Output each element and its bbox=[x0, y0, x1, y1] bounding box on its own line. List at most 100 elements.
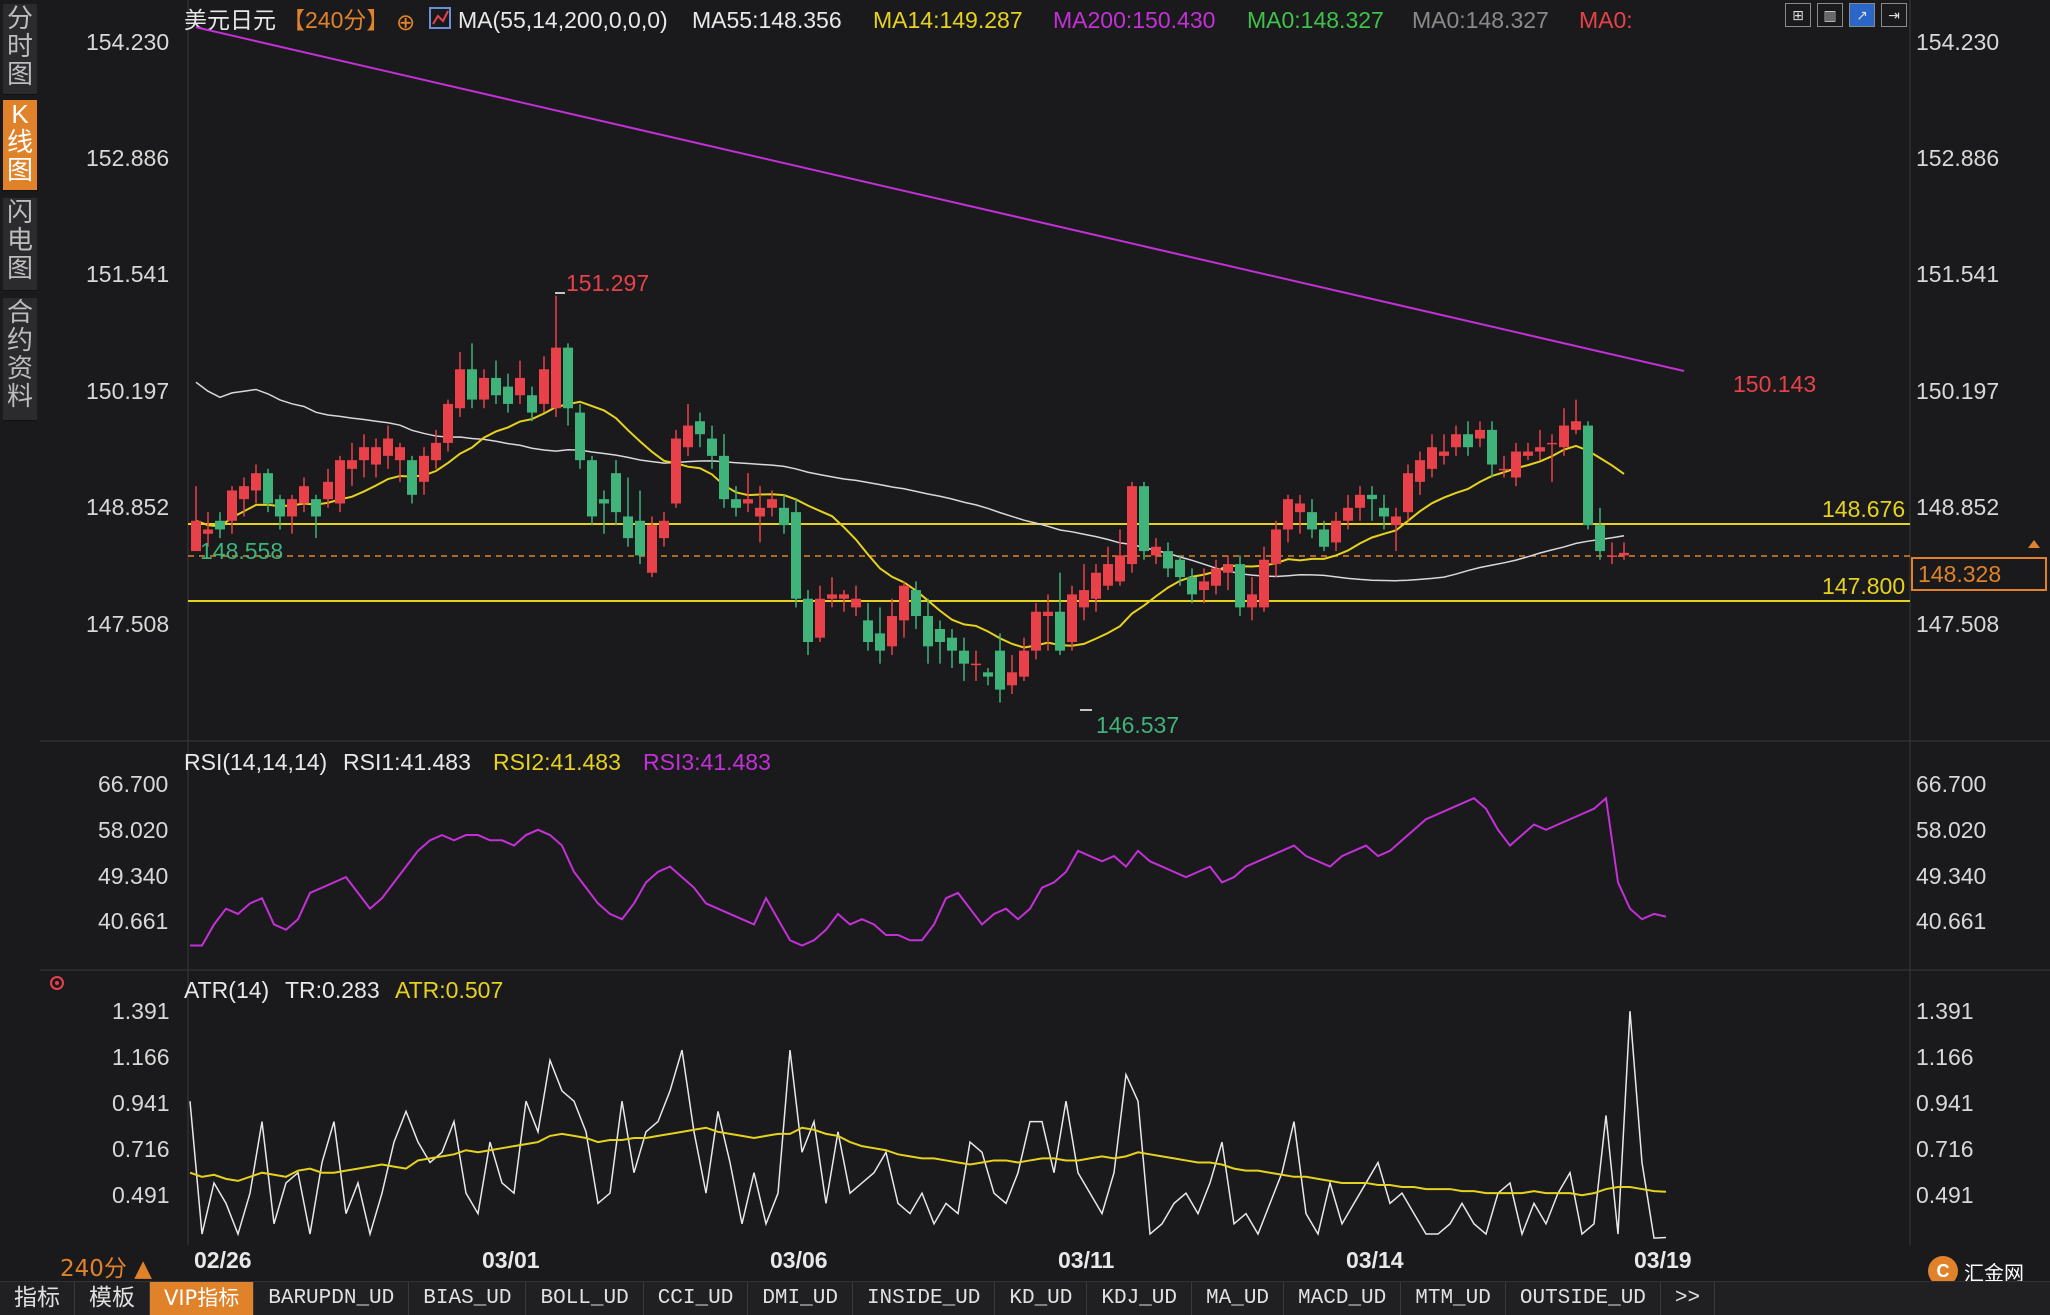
crosshair-icon[interactable]: ⊕ bbox=[396, 9, 415, 35]
candle-body bbox=[311, 499, 321, 517]
candle-body bbox=[1487, 429, 1497, 465]
candle-body bbox=[1451, 434, 1461, 448]
candle-body bbox=[1079, 590, 1089, 608]
ma-indicator-icon[interactable] bbox=[429, 7, 451, 29]
period-selector[interactable]: 240分 ▲ bbox=[60, 1256, 152, 1282]
candle-body bbox=[455, 369, 465, 409]
tab-mtm[interactable]: MTM_UD bbox=[1401, 1282, 1506, 1315]
candle-body bbox=[263, 473, 273, 504]
date-label: 03/01 bbox=[482, 1247, 540, 1273]
rsi-label: 66.700 bbox=[1916, 771, 1986, 797]
chart-canvas[interactable]: 美元日元 【240分】 ⊕ MA(55,14,200,0,0,0) MA55:1… bbox=[0, 0, 2050, 1280]
candle-body bbox=[1127, 486, 1137, 565]
candle-body bbox=[299, 486, 309, 504]
date-label: 03/14 bbox=[1346, 1247, 1404, 1273]
candle-body bbox=[203, 529, 213, 534]
candle-body bbox=[1151, 546, 1161, 556]
candle-body bbox=[851, 598, 861, 608]
tab-boll[interactable]: BOLL_UD bbox=[526, 1282, 644, 1315]
candle-body bbox=[1511, 451, 1521, 478]
candle-body bbox=[887, 616, 897, 647]
candle-body bbox=[899, 585, 909, 621]
candle-body bbox=[1499, 468, 1509, 471]
candle-body bbox=[1235, 564, 1245, 608]
candle-body bbox=[503, 386, 513, 404]
price-label: 147.508 bbox=[1916, 611, 1999, 637]
price-label: 148.852 bbox=[86, 494, 169, 520]
candle-body bbox=[1583, 425, 1593, 526]
tab-lightning-chart[interactable]: 闪电图 bbox=[3, 198, 37, 291]
atr-label: 0.941 bbox=[112, 1090, 170, 1116]
bar-chart-icon[interactable]: ▥ bbox=[1817, 3, 1843, 27]
candle-body bbox=[1463, 434, 1473, 448]
candle-body bbox=[971, 663, 981, 666]
tab-bias[interactable]: BIAS_UD bbox=[409, 1282, 527, 1315]
tab-dmi[interactable]: DMI_UD bbox=[748, 1282, 853, 1315]
candle-body bbox=[347, 460, 357, 469]
candle-body bbox=[995, 650, 1005, 690]
candle-body bbox=[1247, 594, 1257, 608]
tab-kdj[interactable]: KDJ_UD bbox=[1087, 1282, 1193, 1315]
candle-body bbox=[719, 455, 729, 500]
expand-icon[interactable]: ⇥ bbox=[1881, 3, 1907, 27]
rsi-label: 40.661 bbox=[1916, 908, 1986, 934]
price-label: 147.508 bbox=[86, 611, 169, 637]
left-level-label: 148.558 bbox=[200, 538, 283, 564]
tab-kd[interactable]: KD_UD bbox=[995, 1282, 1088, 1315]
tab-indicators[interactable]: 指标 bbox=[0, 1282, 75, 1315]
candle-body bbox=[635, 520, 645, 556]
rsi-axis-left: 66.700 58.020 49.340 40.661 bbox=[98, 771, 168, 934]
candle-body bbox=[875, 633, 885, 651]
line-chart-icon[interactable]: ↗ bbox=[1849, 3, 1875, 27]
atr-label: 1.391 bbox=[112, 998, 170, 1024]
period-label: 【240分】 bbox=[282, 7, 389, 33]
candle-body bbox=[1439, 451, 1449, 456]
candle-body bbox=[731, 499, 741, 508]
settings-gear-icon[interactable] bbox=[50, 976, 64, 990]
more-tabs-button[interactable]: >> bbox=[1661, 1282, 1716, 1315]
candle-body bbox=[239, 486, 249, 500]
candle-body bbox=[1619, 552, 1629, 556]
candle-body bbox=[1355, 494, 1365, 508]
candle-body bbox=[515, 377, 525, 396]
candle-body bbox=[647, 525, 657, 573]
atr-path bbox=[189, 1126, 1667, 1197]
tab-outside[interactable]: OUTSIDE_UD bbox=[1506, 1282, 1661, 1315]
tab-ma[interactable]: MA_UD bbox=[1192, 1282, 1285, 1315]
tab-barupdn[interactable]: BARUPDN_UD bbox=[254, 1282, 410, 1315]
date-label: 02/26 bbox=[194, 1247, 252, 1273]
candle-body bbox=[479, 377, 489, 400]
candle-body bbox=[1343, 507, 1353, 521]
price-label: 150.197 bbox=[1916, 378, 1999, 404]
tab-vip-indicators[interactable]: VIP指标 bbox=[150, 1282, 255, 1315]
tab-contract-info[interactable]: 合约资料 bbox=[3, 298, 37, 421]
candle-body bbox=[1223, 564, 1233, 573]
tab-templates[interactable]: 模板 bbox=[75, 1282, 150, 1315]
atr-label: 1.391 bbox=[1916, 998, 1974, 1024]
tab-time-chart[interactable]: 分时图 bbox=[3, 4, 37, 95]
high-price-label: 151.297 bbox=[566, 270, 649, 296]
candle-body bbox=[863, 620, 873, 643]
candle-body bbox=[359, 447, 369, 461]
tab-cci[interactable]: CCI_UD bbox=[644, 1282, 749, 1315]
candle-body bbox=[1139, 486, 1149, 552]
candle-body bbox=[323, 481, 333, 500]
candle-body bbox=[935, 629, 945, 643]
candle-body bbox=[827, 594, 837, 599]
candle-body bbox=[1607, 555, 1617, 557]
date-label: 03/19 bbox=[1634, 1247, 1692, 1273]
tab-inside[interactable]: INSIDE_UD bbox=[853, 1282, 996, 1315]
atr-label: 1.166 bbox=[1916, 1044, 1974, 1070]
grid-layout-icon[interactable]: ⊞ bbox=[1785, 3, 1811, 27]
price-label: 151.541 bbox=[1916, 261, 1999, 287]
atr-value: ATR:0.507 bbox=[395, 977, 503, 1003]
candle-body bbox=[287, 499, 297, 517]
tab-macd[interactable]: MACD_UD bbox=[1284, 1282, 1402, 1315]
rsi-title: RSI(14,14,14) bbox=[184, 749, 327, 775]
price-label: 152.886 bbox=[86, 145, 169, 171]
upper-level-label: 148.676 bbox=[1822, 496, 1905, 522]
ma55-path bbox=[195, 381, 1625, 582]
candle-body bbox=[1091, 572, 1101, 599]
atr-title: ATR(14) bbox=[184, 977, 269, 1003]
